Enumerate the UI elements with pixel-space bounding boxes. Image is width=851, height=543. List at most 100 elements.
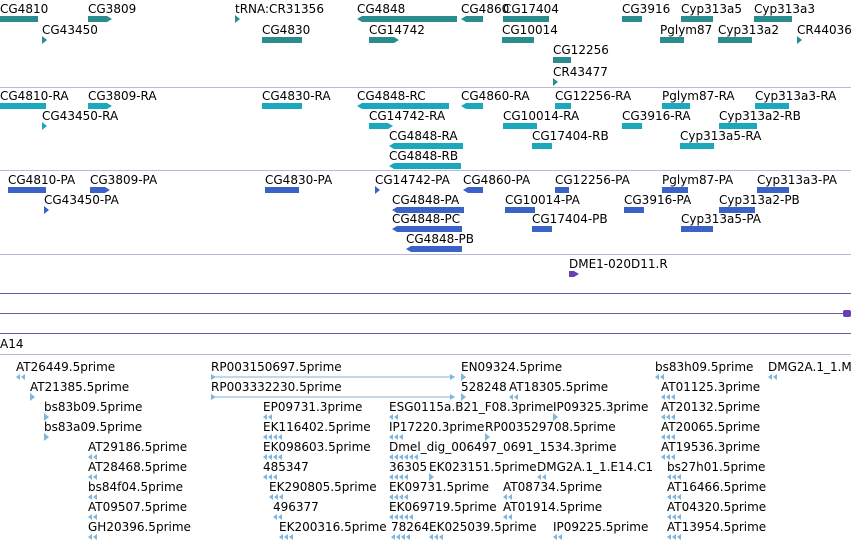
protein-label[interactable]: CG14742-PA <box>375 173 450 187</box>
est-glyph[interactable] <box>88 512 102 526</box>
protein-label[interactable]: CG4848-PA <box>392 193 460 207</box>
est-label[interactable]: Dmel_dig_006497_0691_1534.3prime <box>389 440 617 454</box>
est-glyph[interactable] <box>211 372 455 386</box>
est-label[interactable]: DMG2A.1_1.E14.C1 <box>537 460 654 474</box>
protein-label[interactable]: CG12256-PA <box>555 173 630 187</box>
est-label[interactable]: bs84f04.5prime <box>88 480 184 494</box>
gene-glyph[interactable] <box>0 14 38 28</box>
bac-label[interactable]: DME1-020D11.R <box>569 257 668 271</box>
est-glyph[interactable] <box>661 452 677 466</box>
est-label[interactable]: IP09225.5prime <box>553 520 649 534</box>
transcript-label[interactable]: CG14742-RA <box>369 109 446 123</box>
est-label[interactable]: AT18305.5prime <box>509 380 609 394</box>
est-label[interactable]: bs83b09.5prime <box>44 400 143 414</box>
transcript-label[interactable]: CG10014-RA <box>503 109 580 123</box>
protein-label[interactable]: CG43450-PA <box>44 193 119 207</box>
est-label[interactable]: 36305 <box>389 460 428 474</box>
gene-label[interactable]: Cyp313a3 <box>754 2 815 16</box>
gene-glyph[interactable] <box>797 35 802 49</box>
gene-label[interactable]: CG4810 <box>0 2 49 16</box>
transcript-glyph[interactable] <box>262 101 302 115</box>
gene-label[interactable]: CG17404 <box>503 2 559 16</box>
est-label[interactable]: bs27h01.5prime <box>667 460 766 474</box>
est-glyph[interactable] <box>88 452 102 466</box>
est-glyph[interactable] <box>279 532 297 543</box>
est-glyph[interactable] <box>263 412 277 426</box>
est-label[interactable]: 496377 <box>273 500 319 514</box>
protein-label[interactable]: CG17404-PB <box>532 212 608 226</box>
est-glyph[interactable] <box>461 392 467 406</box>
transcript-glyph[interactable] <box>389 141 463 155</box>
gene-label[interactable]: CG12256 <box>553 43 609 57</box>
est-label[interactable]: EK098603.5prime <box>263 440 371 454</box>
protein-glyph[interactable] <box>392 205 464 219</box>
est-glyph[interactable] <box>667 532 685 543</box>
est-glyph[interactable] <box>429 532 447 543</box>
est-glyph[interactable] <box>30 392 36 406</box>
transcript-glyph[interactable] <box>503 121 537 135</box>
est-label[interactable]: AT04320.5prime <box>667 500 767 514</box>
protein-glyph[interactable] <box>463 185 483 199</box>
gene-label[interactable]: CG3916 <box>622 2 671 16</box>
protein-glyph[interactable] <box>662 185 688 199</box>
protein-glyph[interactable] <box>681 224 713 238</box>
protein-glyph[interactable] <box>265 185 299 199</box>
transcript-glyph[interactable] <box>0 101 46 115</box>
protein-label[interactable]: CG3809-PA <box>90 173 158 187</box>
protein-label[interactable]: CG10014-PA <box>505 193 580 207</box>
est-label[interactable]: AT16466.5prime <box>667 480 767 494</box>
est-label[interactable]: AT01914.5prime <box>503 500 603 514</box>
est-glyph[interactable] <box>88 492 102 506</box>
gene-glyph[interactable] <box>88 14 112 28</box>
est-glyph[interactable] <box>389 452 423 466</box>
transcript-glyph[interactable] <box>88 101 112 115</box>
gene-label[interactable]: CG4830 <box>262 23 311 37</box>
gene-glyph[interactable] <box>660 35 684 49</box>
protein-glyph[interactable] <box>392 224 462 238</box>
transcript-glyph[interactable] <box>622 121 642 135</box>
protein-label[interactable]: Cyp313a5-PA <box>681 212 761 226</box>
protein-label[interactable]: CG3916-PA <box>624 193 692 207</box>
est-label[interactable]: AT20132.5prime <box>661 400 761 414</box>
transcript-label[interactable]: CG3809-RA <box>88 89 157 103</box>
est-glyph[interactable] <box>667 492 685 506</box>
est-glyph[interactable] <box>389 492 411 506</box>
est-glyph[interactable] <box>389 432 407 446</box>
est-glyph[interactable] <box>263 452 283 466</box>
est-glyph[interactable] <box>461 372 467 386</box>
protein-glyph[interactable] <box>719 205 755 219</box>
est-glyph[interactable] <box>485 432 491 446</box>
est-label[interactable]: EK023151.5prime <box>429 460 537 474</box>
transcript-glyph[interactable] <box>369 121 393 135</box>
transcript-glyph[interactable] <box>42 121 47 135</box>
est-label[interactable]: AT19536.3prime <box>661 440 761 454</box>
est-label[interactable]: DMG2A.1_1.M <box>768 360 851 374</box>
est-label[interactable]: IP17220.3prime <box>389 420 485 434</box>
est-glyph[interactable] <box>88 532 102 543</box>
gene-glyph[interactable] <box>262 35 302 49</box>
transcript-glyph[interactable] <box>680 141 714 155</box>
est-label[interactable]: EK116402.5prime <box>263 420 371 434</box>
protein-glyph[interactable] <box>555 185 569 199</box>
transcript-label[interactable]: CG12256-RA <box>555 89 632 103</box>
transcript-label[interactable]: CG17404-RB <box>532 129 609 143</box>
protein-glyph[interactable] <box>8 185 46 199</box>
est-label[interactable]: AT28468.5prime <box>88 460 188 474</box>
est-glyph[interactable] <box>537 472 547 486</box>
protein-glyph[interactable] <box>757 185 789 199</box>
transcript-label[interactable]: CG4830-RA <box>262 89 331 103</box>
est-label[interactable]: AT20065.5prime <box>661 420 761 434</box>
est-glyph[interactable] <box>263 472 279 486</box>
gene-label[interactable]: CG4848 <box>357 2 406 16</box>
gene-label[interactable]: CG14742 <box>369 23 425 37</box>
est-glyph[interactable] <box>211 392 455 406</box>
est-glyph[interactable] <box>503 512 513 526</box>
transcript-label[interactable]: CG3916-RA <box>622 109 691 123</box>
est-glyph[interactable] <box>389 412 403 426</box>
est-label[interactable]: bs83h09.5prime <box>655 360 754 374</box>
est-glyph[interactable] <box>389 472 411 486</box>
est-glyph[interactable] <box>88 472 102 486</box>
gene-glyph[interactable] <box>718 35 752 49</box>
est-label[interactable]: ESG0115a.B21_F08.3prime <box>389 400 554 414</box>
gene-glyph[interactable] <box>42 35 47 49</box>
